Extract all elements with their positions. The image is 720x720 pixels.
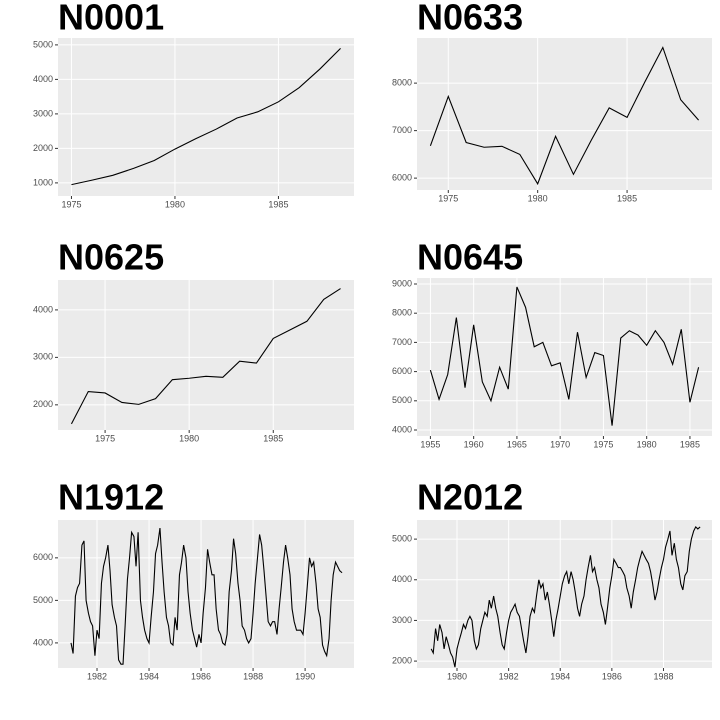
- x-tick-label: 1975: [61, 199, 81, 209]
- panel: N0001 1975 1980 1985 1000 2000 3000 4000 5000: [33, 0, 354, 209]
- y-tick-label: 4000: [33, 304, 53, 314]
- x-tick-label: 1985: [680, 439, 700, 449]
- x-tick-label: 1986: [191, 671, 211, 681]
- panel-title: N0633: [417, 0, 523, 38]
- x-tick-label: 1970: [550, 439, 570, 449]
- plot-background: [417, 278, 712, 436]
- x-tick-label: 1980: [447, 671, 467, 681]
- y-tick-label: 2000: [33, 399, 53, 409]
- y-tick-label: 3000: [33, 108, 53, 118]
- x-tick-label: 1982: [87, 671, 107, 681]
- x-tick-label: 1986: [602, 671, 622, 681]
- panel: N0625 1975 1980 1985 2000 3000 4000: [33, 237, 354, 443]
- plot-background: [58, 38, 354, 196]
- series-line: [430, 525, 701, 668]
- x-tick-label: 1975: [95, 433, 115, 443]
- x-tick-label: 1975: [438, 193, 458, 203]
- panel: N0645 1955 1960 1965 1970 1975 1980 1985 4000 500…: [392, 237, 712, 449]
- panel-title: N0645: [417, 237, 523, 278]
- y-tick-label: 4000: [33, 637, 53, 647]
- series-line: [429, 286, 700, 426]
- y-tick-label: 5000: [392, 533, 412, 543]
- x-tick-label: 1960: [464, 439, 484, 449]
- x-tick-label: 1988: [243, 671, 263, 681]
- x-tick-label: 1985: [617, 193, 637, 203]
- y-tick-label: 6000: [392, 173, 412, 183]
- y-tick-label: 2000: [33, 143, 53, 153]
- y-tick-label: 3000: [392, 615, 412, 625]
- x-tick-label: 1984: [139, 671, 159, 681]
- y-tick-label: 7000: [392, 337, 412, 347]
- y-tick-label: 6000: [33, 552, 53, 562]
- plot-background: [417, 520, 712, 668]
- panel-title: N0001: [58, 0, 164, 38]
- x-tick-label: 1980: [165, 199, 185, 209]
- panel: N2012 1980 1982 1984 1986 1988 2000 3000 4000 500…: [392, 477, 712, 681]
- x-tick-label: 1985: [263, 433, 283, 443]
- y-tick-label: 6000: [392, 366, 412, 376]
- y-tick-label: 4000: [33, 74, 53, 84]
- panel: N0633 1975 1980 1985 6000 7000 8000: [392, 0, 712, 203]
- y-tick-label: 2000: [392, 655, 412, 665]
- panel-title: N1912: [58, 477, 164, 518]
- panel-title: N2012: [417, 477, 523, 518]
- series-line: [71, 47, 341, 186]
- x-tick-label: 1955: [420, 439, 440, 449]
- x-tick-label: 1985: [268, 199, 288, 209]
- x-tick-label: 1975: [593, 439, 613, 449]
- y-tick-label: 3000: [33, 352, 53, 362]
- x-tick-label: 1980: [637, 439, 657, 449]
- panel-title: N0625: [58, 237, 164, 278]
- y-tick-label: 1000: [33, 177, 53, 187]
- y-tick-label: 9000: [392, 278, 412, 288]
- plot-background: [58, 280, 354, 430]
- x-tick-label: 1984: [550, 671, 570, 681]
- y-tick-label: 8000: [392, 308, 412, 318]
- y-tick-label: 8000: [392, 78, 412, 88]
- y-tick-label: 5000: [392, 395, 412, 405]
- x-tick-label: 1965: [507, 439, 527, 449]
- panel: N1912 1982 1984 1986 1988 1990 4000 5000 6000: [33, 477, 354, 681]
- series-line: [70, 288, 341, 425]
- y-tick-label: 7000: [392, 125, 412, 135]
- y-tick-label: 5000: [33, 595, 53, 605]
- series-line: [429, 46, 700, 186]
- plot-background: [58, 520, 354, 668]
- x-tick-label: 1990: [295, 671, 315, 681]
- x-tick-label: 1980: [528, 193, 548, 203]
- plot-background: [417, 38, 712, 190]
- y-tick-label: 5000: [33, 39, 53, 49]
- y-tick-label: 4000: [392, 424, 412, 434]
- x-tick-label: 1980: [179, 433, 199, 443]
- x-tick-label: 1982: [499, 671, 519, 681]
- series-line: [70, 528, 343, 665]
- y-tick-label: 4000: [392, 574, 412, 584]
- x-tick-label: 1988: [653, 671, 673, 681]
